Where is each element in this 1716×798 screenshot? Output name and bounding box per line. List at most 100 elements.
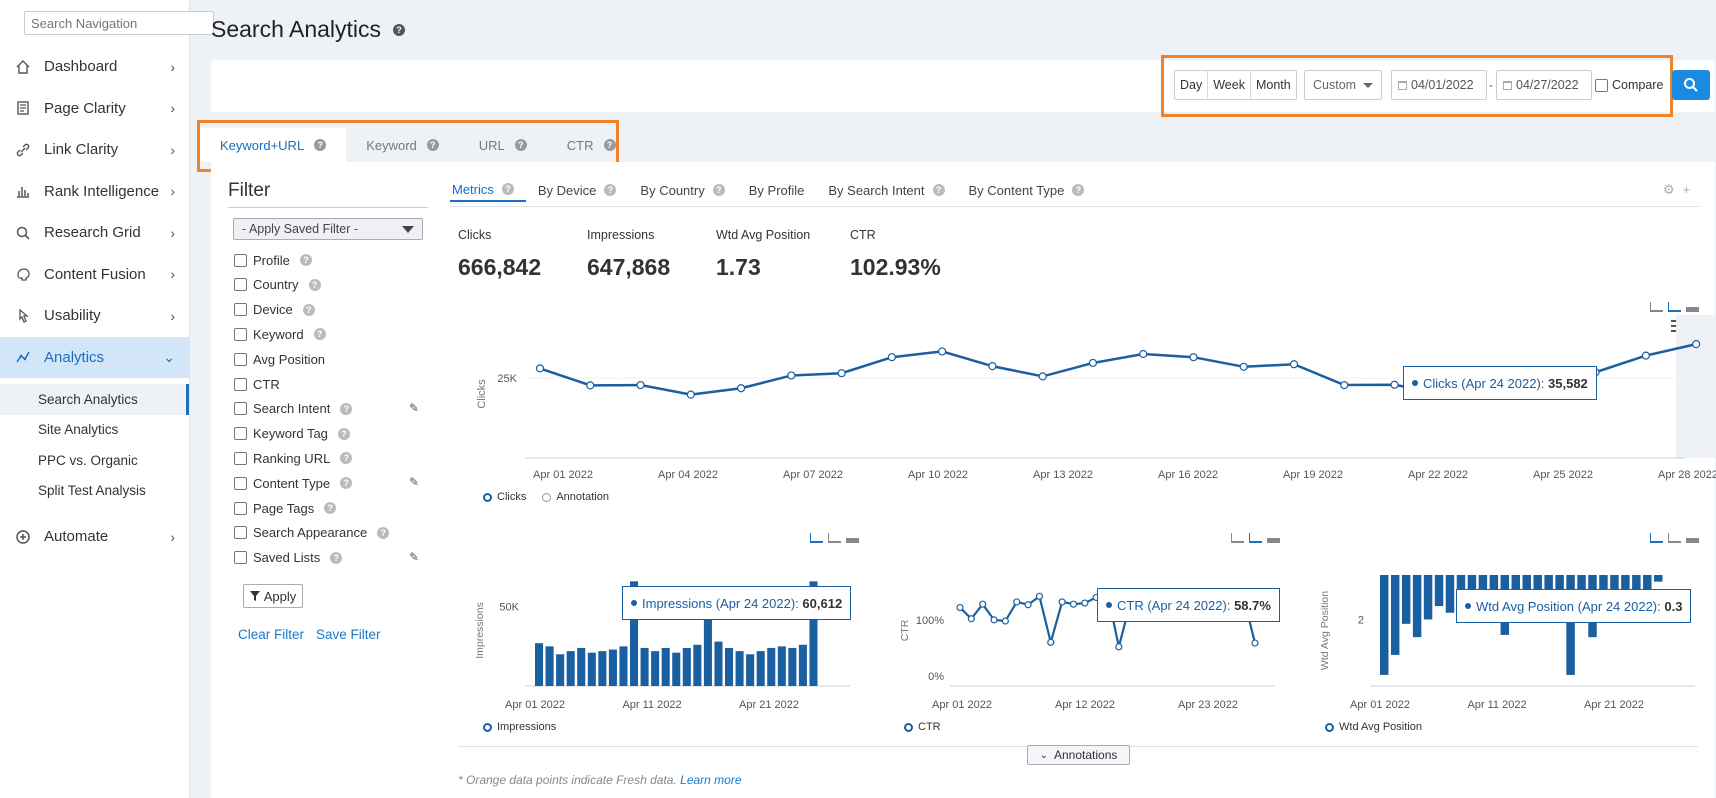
search-button[interactable] bbox=[1672, 70, 1710, 100]
filter-checkbox[interactable] bbox=[234, 327, 247, 341]
help-icon[interactable]: ? bbox=[340, 452, 353, 465]
help-icon[interactable]: ? bbox=[377, 526, 390, 539]
annotations-toggle-button[interactable]: ⌄ Annotations bbox=[1027, 745, 1130, 765]
filter-checkbox[interactable] bbox=[234, 501, 247, 515]
filter-checkbox[interactable] bbox=[234, 253, 247, 267]
filter-avg-position[interactable]: Avg Position bbox=[234, 350, 325, 368]
subtab-by-profile[interactable]: By Profile bbox=[737, 178, 817, 202]
help-icon[interactable]: ? bbox=[314, 139, 327, 151]
help-icon[interactable]: ? bbox=[426, 139, 439, 151]
help-icon[interactable]: ? bbox=[604, 184, 617, 196]
filter-ctr[interactable]: CTR bbox=[234, 375, 280, 393]
help-icon[interactable]: ? bbox=[302, 303, 315, 316]
help-icon[interactable]: ? bbox=[308, 278, 321, 291]
compare-checkbox[interactable] bbox=[1595, 78, 1608, 92]
bar-chart-icon[interactable] bbox=[1650, 302, 1663, 312]
help-icon[interactable]: ? bbox=[337, 427, 350, 440]
filter-keyword[interactable]: Keyword? bbox=[234, 325, 326, 343]
help-icon[interactable]: ? bbox=[340, 477, 353, 490]
tab-keyword-url[interactable]: Keyword+URL? bbox=[200, 128, 347, 162]
subtab-by-country[interactable]: By Country? bbox=[628, 178, 736, 202]
bar-chart-icon[interactable] bbox=[1231, 533, 1244, 543]
subnav-item-site-analytics[interactable]: Site Analytics bbox=[38, 422, 119, 438]
help-icon[interactable]: ? bbox=[313, 328, 326, 341]
week-button[interactable]: Week bbox=[1208, 71, 1251, 99]
filter-page-tags[interactable]: Page Tags? bbox=[234, 499, 337, 517]
filter-search-appearance[interactable]: Search Appearance? bbox=[234, 524, 390, 542]
legend-item-clicks[interactable]: Clicks bbox=[483, 491, 526, 503]
filter-keyword-tag[interactable]: Keyword Tag? bbox=[234, 425, 350, 443]
plus-icon[interactable]: + bbox=[1682, 182, 1691, 197]
filter-checkbox[interactable] bbox=[234, 451, 247, 465]
sidebar-item-dashboard[interactable]: Dashboard › bbox=[0, 46, 189, 88]
tab-keyword[interactable]: Keyword? bbox=[346, 128, 459, 162]
filter-checkbox[interactable] bbox=[234, 303, 247, 317]
apply-button[interactable]: Apply bbox=[243, 584, 303, 608]
bar-chart-icon[interactable] bbox=[810, 533, 823, 543]
search-navigation-input[interactable] bbox=[24, 11, 214, 35]
sidebar-item-rank-intelligence[interactable]: Rank Intelligence › bbox=[0, 171, 189, 213]
learn-more-link[interactable]: Learn more bbox=[680, 773, 742, 787]
subnav-item-ppc-vs-organic[interactable]: PPC vs. Organic bbox=[38, 452, 138, 468]
sidebar-item-research-grid[interactable]: Research Grid › bbox=[0, 212, 189, 254]
filter-checkbox[interactable] bbox=[234, 278, 247, 292]
sidebar-item-automate[interactable]: Automate › bbox=[0, 516, 189, 558]
bar-chart-icon[interactable] bbox=[1650, 533, 1663, 543]
gear-icon[interactable]: ⚙ bbox=[1663, 182, 1675, 197]
clear-filter-link[interactable]: Clear Filter bbox=[238, 627, 305, 642]
filter-country[interactable]: Country? bbox=[234, 276, 321, 294]
sidebar-item-usability[interactable]: Usability › bbox=[0, 295, 189, 337]
compare-toggle[interactable]: Compare bbox=[1595, 78, 1663, 92]
date-from-field[interactable]: 04/01/2022 bbox=[1391, 70, 1487, 100]
line-chart-icon[interactable] bbox=[1668, 533, 1681, 543]
month-button[interactable]: Month bbox=[1255, 78, 1291, 92]
date-to-field[interactable]: 04/27/2022 bbox=[1496, 70, 1592, 100]
sidebar-item-analytics[interactable]: Analytics ⌄ bbox=[0, 336, 189, 378]
help-icon[interactable]: ? bbox=[514, 139, 527, 151]
sidebar-item-content-fusion[interactable]: Content Fusion › bbox=[0, 254, 189, 296]
filter-checkbox[interactable] bbox=[234, 526, 247, 540]
filter-checkbox[interactable] bbox=[234, 352, 247, 366]
area-chart-icon[interactable] bbox=[1686, 533, 1699, 543]
filter-checkbox[interactable] bbox=[234, 476, 247, 490]
line-chart-icon[interactable] bbox=[1668, 302, 1681, 312]
help-icon[interactable]: ? bbox=[299, 254, 312, 266]
apply-saved-filter-select[interactable]: - Apply Saved Filter - bbox=[233, 218, 423, 240]
filter-ranking-url[interactable]: Ranking URL? bbox=[234, 449, 353, 467]
filter-checkbox[interactable] bbox=[234, 377, 247, 391]
filter-profile[interactable]: Profile? bbox=[234, 251, 312, 269]
filter-checkbox[interactable] bbox=[234, 402, 247, 416]
subtab-by-device[interactable]: By Device? bbox=[526, 178, 629, 202]
area-chart-icon[interactable] bbox=[1686, 302, 1699, 312]
help-icon[interactable]: ? bbox=[932, 184, 945, 196]
pencil-icon[interactable]: ✎ bbox=[409, 549, 420, 564]
legend-item-annotation[interactable]: Annotation bbox=[542, 491, 609, 503]
help-icon[interactable]: ? bbox=[501, 183, 514, 195]
help-icon[interactable]: ? bbox=[324, 502, 337, 514]
help-icon[interactable]: ? bbox=[712, 184, 725, 196]
filter-checkbox[interactable] bbox=[234, 551, 247, 565]
filter-content-type[interactable]: Content Type? bbox=[234, 474, 353, 492]
legend-item-impressions[interactable]: Impressions bbox=[483, 721, 556, 733]
line-chart-icon[interactable] bbox=[828, 533, 841, 543]
sidebar-item-link-clarity[interactable]: Link Clarity › bbox=[0, 129, 189, 171]
range-select[interactable]: Custom bbox=[1304, 70, 1382, 100]
area-chart-icon[interactable] bbox=[1267, 533, 1280, 543]
legend-item-position[interactable]: Wtd Avg Position bbox=[1325, 721, 1422, 733]
subtab-metrics[interactable]: Metrics? bbox=[450, 178, 526, 202]
help-icon[interactable]: ? bbox=[330, 551, 343, 564]
line-chart-icon[interactable] bbox=[1249, 533, 1262, 543]
subtab-by-content-type[interactable]: By Content Type? bbox=[957, 178, 1097, 202]
tab-ctr[interactable]: CTR? bbox=[547, 128, 636, 162]
pencil-icon[interactable]: ✎ bbox=[409, 475, 420, 490]
save-filter-link[interactable]: Save Filter bbox=[316, 627, 381, 642]
pencil-icon[interactable]: ✎ bbox=[409, 400, 420, 415]
help-icon[interactable]: ? bbox=[340, 402, 353, 415]
sidebar-item-page-clarity[interactable]: Page Clarity › bbox=[0, 88, 189, 130]
filter-search-intent[interactable]: Search Intent? bbox=[234, 400, 353, 418]
filter-checkbox[interactable] bbox=[234, 427, 247, 441]
tab-url[interactable]: URL? bbox=[459, 128, 547, 162]
area-chart-icon[interactable] bbox=[846, 533, 859, 543]
help-icon[interactable]: ? bbox=[1072, 184, 1085, 196]
legend-item-ctr[interactable]: CTR bbox=[904, 721, 941, 733]
